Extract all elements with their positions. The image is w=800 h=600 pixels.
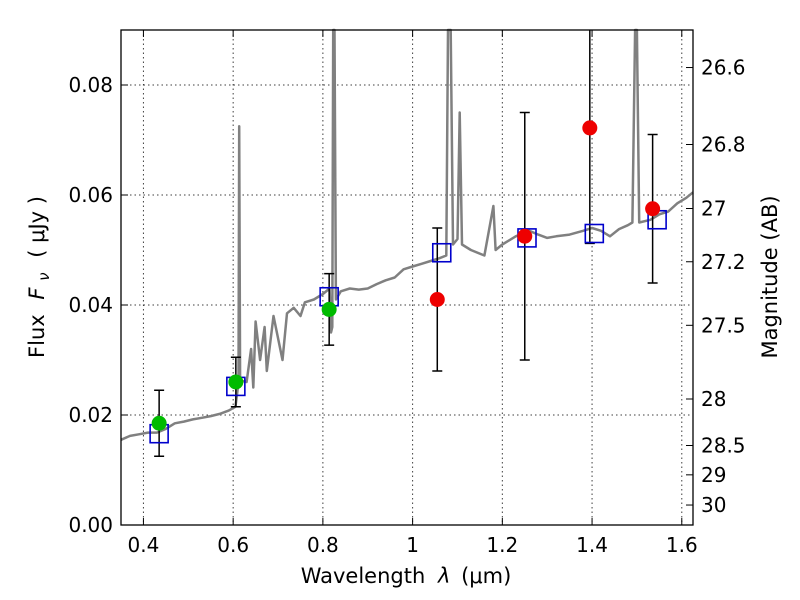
observed-point-detection <box>228 375 243 390</box>
plot-frame <box>121 30 693 525</box>
observed-point-nondetection <box>517 229 532 244</box>
x-axis-label-unit: (μm) <box>461 564 511 588</box>
y-axis-label-unit: ( μJy ) <box>25 196 49 258</box>
x-tick-label: 0.6 <box>217 533 249 557</box>
x-tick-label: 1.4 <box>576 533 608 557</box>
y-axis-label-symbol: F <box>25 287 49 300</box>
x-tick-label: 0.4 <box>128 533 160 557</box>
y2-axis-label: Magnitude (AB) <box>758 195 782 358</box>
x-axis-label: Wavelength λ (μm) <box>301 564 512 588</box>
observed-points-layer <box>152 120 660 430</box>
observed-point-detection <box>322 302 337 317</box>
y2-tick-label: 28.5 <box>701 434 746 458</box>
grid-layer <box>121 30 693 525</box>
y2-tick-label: 28 <box>701 387 726 411</box>
y2-tick-label: 27 <box>701 197 726 221</box>
y2-tick-label: 26.8 <box>701 132 746 156</box>
y-axis-label: Flux F ν ( μJy ) <box>25 196 54 358</box>
model-photometry-square <box>585 225 603 243</box>
observed-point-detection <box>152 416 167 431</box>
y2-tick-label: 26.6 <box>701 56 746 80</box>
x-tick-label: 1.2 <box>486 533 518 557</box>
y-tick-label: 0.08 <box>68 73 113 97</box>
x-tick-label: 0.8 <box>307 533 339 557</box>
y-tick-label: 0.00 <box>68 513 113 537</box>
x-tick-label: 1.6 <box>666 533 698 557</box>
y2-tick-label: 27.5 <box>701 313 746 337</box>
y-axis-label-prefix: Flux <box>25 314 49 358</box>
y-axis-label-subscript: ν <box>35 272 53 280</box>
model-spectrum-line <box>121 30 693 440</box>
y2-tick-label: 29 <box>701 463 726 487</box>
model-photometry-layer <box>150 211 666 443</box>
model-layer <box>121 30 693 440</box>
x-axis-label-prefix: Wavelength <box>301 564 426 588</box>
observed-point-nondetection <box>582 120 597 135</box>
y-tick-label: 0.02 <box>68 403 113 427</box>
y-tick-label: 0.06 <box>68 183 113 207</box>
y2-tick-label: 30 <box>701 493 726 517</box>
y2-tick-label: 27.2 <box>701 250 746 274</box>
tick-layer: 0.4 0.6 0.8 1 1.2 1.4 1.6 0.00 0.02 0.04 0.06 0.08 2… <box>68 30 745 557</box>
y-tick-label: 0.04 <box>68 293 113 317</box>
observed-point-nondetection <box>430 292 445 307</box>
x-tick-label: 1 <box>406 533 419 557</box>
errorbar-layer <box>154 30 657 456</box>
x-axis-label-symbol: λ <box>437 564 450 588</box>
observed-point-nondetection <box>645 201 660 216</box>
